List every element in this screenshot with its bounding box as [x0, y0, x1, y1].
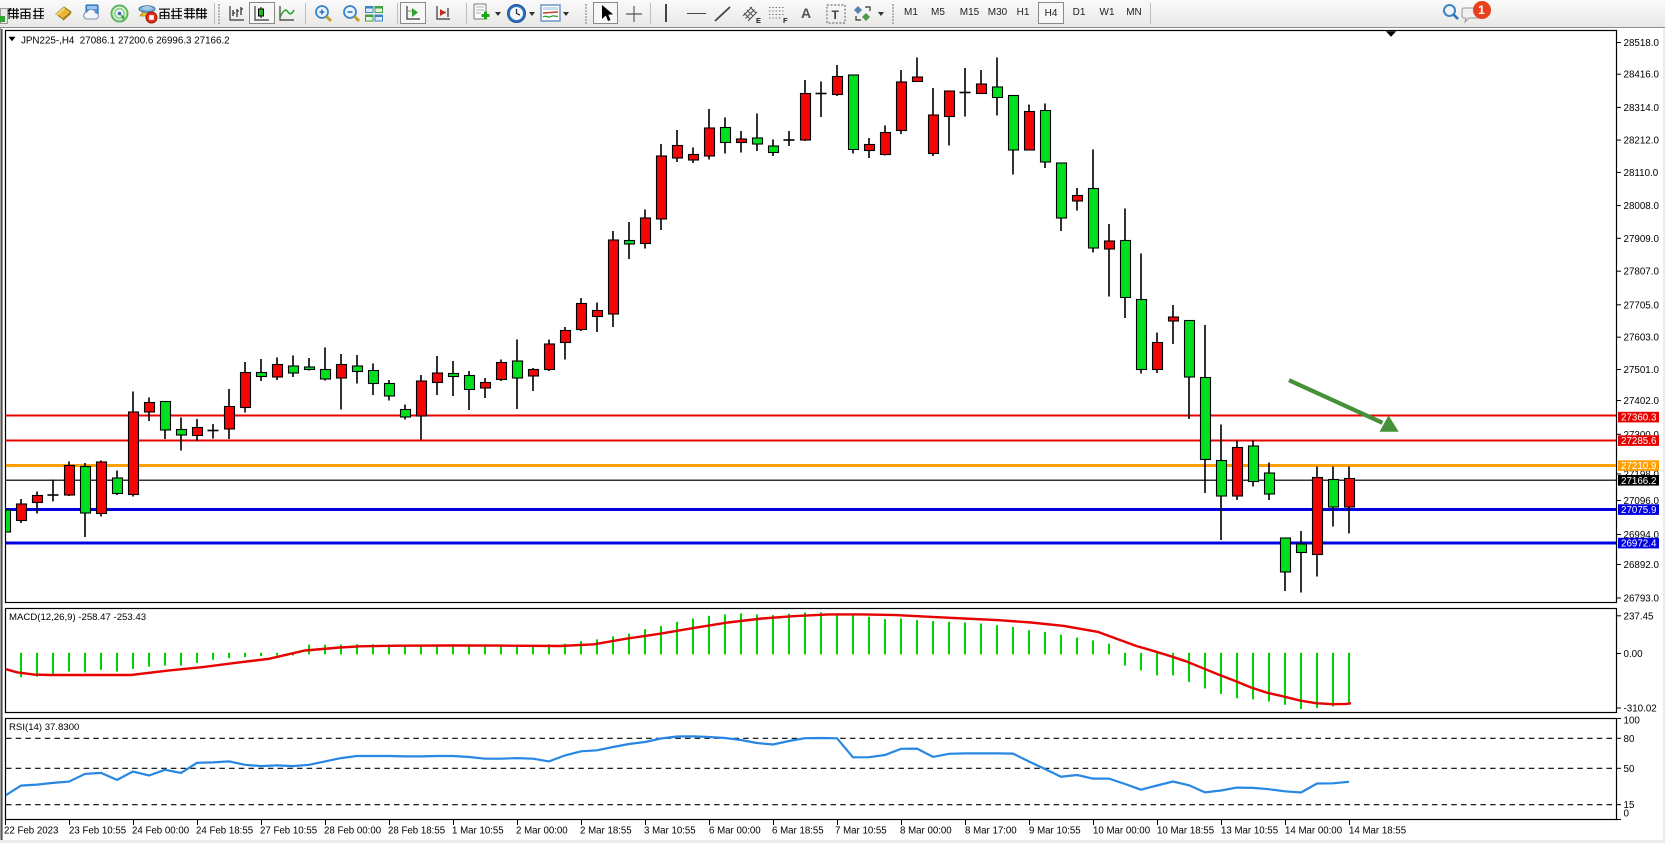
svg-text:27096.0: 27096.0 — [1624, 496, 1660, 507]
svg-text:237.45: 237.45 — [1624, 611, 1655, 622]
svg-text:28110.0: 28110.0 — [1624, 168, 1659, 179]
svg-text:10 Mar 00:00: 10 Mar 00:00 — [1093, 826, 1151, 837]
svg-text:15: 15 — [1624, 800, 1635, 811]
svg-text:28314.0: 28314.0 — [1624, 103, 1660, 114]
svg-text:26793.0: 26793.0 — [1624, 594, 1660, 605]
svg-text:28 Feb 18:55: 28 Feb 18:55 — [388, 826, 445, 837]
svg-text:27 Feb 10:55: 27 Feb 10:55 — [260, 826, 317, 837]
svg-text:2 Mar 00:00: 2 Mar 00:00 — [516, 826, 568, 837]
svg-text:RSI(14) 37.8300: RSI(14) 37.8300 — [9, 722, 79, 733]
svg-text:50: 50 — [1624, 764, 1635, 775]
svg-text:24 Feb 18:55: 24 Feb 18:55 — [196, 826, 253, 837]
svg-text:23 Feb 10:55: 23 Feb 10:55 — [69, 826, 126, 837]
svg-text:27501.0: 27501.0 — [1624, 365, 1660, 376]
svg-text:-310.02: -310.02 — [1624, 704, 1657, 715]
svg-text:8 Mar 00:00: 8 Mar 00:00 — [900, 826, 952, 837]
svg-text:0.00: 0.00 — [1624, 649, 1644, 660]
svg-text:14 Mar 00:00: 14 Mar 00:00 — [1285, 826, 1343, 837]
svg-text:MACD(12,26,9) -258.47 -253.43: MACD(12,26,9) -258.47 -253.43 — [9, 612, 146, 623]
svg-text:2 Mar 18:55: 2 Mar 18:55 — [580, 826, 632, 837]
svg-text:27402.0: 27402.0 — [1624, 396, 1660, 407]
svg-text:8 Mar 17:00: 8 Mar 17:00 — [965, 826, 1017, 837]
svg-text:28416.0: 28416.0 — [1624, 70, 1660, 81]
svg-text:27909.0: 27909.0 — [1624, 234, 1660, 245]
svg-text:27360.3: 27360.3 — [1621, 413, 1657, 424]
svg-text:24 Feb 00:00: 24 Feb 00:00 — [132, 826, 190, 837]
svg-text:28518.0: 28518.0 — [1624, 38, 1660, 49]
svg-text:6 Mar 18:55: 6 Mar 18:55 — [772, 826, 824, 837]
svg-text:27075.9: 27075.9 — [1621, 505, 1656, 516]
svg-text:3 Mar 10:55: 3 Mar 10:55 — [644, 826, 696, 837]
svg-text:6 Mar 00:00: 6 Mar 00:00 — [709, 826, 761, 837]
svg-text:28 Feb 00:00: 28 Feb 00:00 — [324, 826, 382, 837]
svg-text:28212.0: 28212.0 — [1624, 136, 1660, 147]
svg-text:14 Mar 18:55: 14 Mar 18:55 — [1349, 826, 1406, 837]
svg-text:10 Mar 18:55: 10 Mar 18:55 — [1157, 826, 1214, 837]
svg-text:22 Feb 2023: 22 Feb 2023 — [4, 826, 58, 837]
svg-text:26892.0: 26892.0 — [1624, 560, 1660, 571]
svg-text:100: 100 — [1624, 716, 1641, 727]
svg-text:0: 0 — [1624, 809, 1630, 820]
svg-text:27807.0: 27807.0 — [1624, 267, 1660, 278]
svg-text:26972.4: 26972.4 — [1621, 539, 1657, 550]
svg-text:80: 80 — [1624, 734, 1635, 745]
svg-text:JPN225-,H4 27086.1 27200.6 26: JPN225-,H4 27086.1 27200.6 26996.3 27166… — [21, 36, 230, 47]
svg-text:13 Mar 10:55: 13 Mar 10:55 — [1221, 826, 1278, 837]
svg-text:F: F — [783, 16, 788, 24]
svg-text:26994.0: 26994.0 — [1624, 530, 1660, 541]
svg-text:27285.6: 27285.6 — [1621, 436, 1657, 447]
svg-text:1 Mar 10:55: 1 Mar 10:55 — [452, 826, 504, 837]
svg-text:27210.9: 27210.9 — [1621, 461, 1656, 472]
svg-text:9 Mar 10:55: 9 Mar 10:55 — [1029, 826, 1081, 837]
svg-text:E: E — [756, 16, 761, 24]
svg-text:28008.0: 28008.0 — [1624, 201, 1660, 212]
svg-text:27603.0: 27603.0 — [1624, 333, 1660, 344]
svg-text:T: T — [832, 8, 840, 22]
svg-text:7 Mar 10:55: 7 Mar 10:55 — [835, 826, 887, 837]
svg-text:27166.2: 27166.2 — [1621, 476, 1656, 487]
svg-text:27705.0: 27705.0 — [1624, 300, 1660, 311]
